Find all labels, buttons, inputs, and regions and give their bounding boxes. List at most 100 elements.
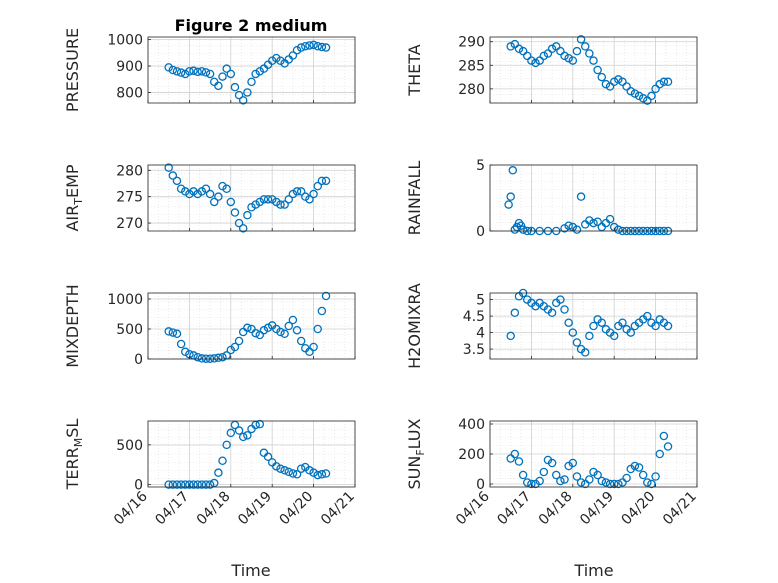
data-point xyxy=(589,321,598,331)
data-point xyxy=(589,218,598,228)
data-point xyxy=(313,324,322,334)
data-point xyxy=(560,475,569,484)
axes-box xyxy=(489,36,698,104)
data-point xyxy=(238,224,248,233)
data-point xyxy=(634,91,644,101)
data-point xyxy=(597,222,607,232)
data-point xyxy=(510,449,520,459)
data-point xyxy=(272,462,281,471)
data-point xyxy=(234,336,244,346)
data-point xyxy=(243,210,252,220)
subplot-2: 280 285 290 THETA xyxy=(405,35,698,105)
data-point xyxy=(238,432,248,442)
data-point xyxy=(276,327,285,337)
y-tick-label: 200 xyxy=(458,447,485,463)
data-point xyxy=(284,321,294,331)
data-point xyxy=(556,46,565,56)
series-points xyxy=(164,40,331,105)
series-points xyxy=(504,166,673,236)
data-point xyxy=(643,311,652,321)
axes-box xyxy=(147,420,356,488)
data-point xyxy=(597,72,607,82)
data-point xyxy=(292,187,302,196)
data-point xyxy=(284,195,294,204)
data-point xyxy=(296,464,306,473)
data-point xyxy=(317,42,327,52)
data-point xyxy=(222,440,231,450)
data-point xyxy=(593,217,602,227)
y-tick-label: 1000 xyxy=(107,292,143,308)
y-tick-label: 500 xyxy=(116,438,143,454)
x-tick-label: 04/20 xyxy=(277,489,317,529)
data-point xyxy=(568,458,578,468)
data-point xyxy=(305,466,314,475)
data-point xyxy=(276,200,285,209)
data-point xyxy=(601,218,611,228)
data-point xyxy=(263,195,273,204)
data-point xyxy=(609,77,619,87)
data-point xyxy=(255,330,265,340)
data-point xyxy=(543,49,553,58)
data-point xyxy=(243,323,252,333)
data-point xyxy=(614,75,623,84)
data-point xyxy=(576,192,586,201)
data-point xyxy=(214,353,223,363)
data-point xyxy=(230,82,240,92)
data-point xyxy=(626,328,636,337)
data-point xyxy=(288,51,298,60)
data-point xyxy=(556,295,565,304)
data-point xyxy=(535,476,544,486)
data-point xyxy=(551,470,561,480)
data-point xyxy=(284,55,294,64)
x-axis-label-left: Time xyxy=(230,561,270,580)
data-point xyxy=(197,480,207,489)
data-point xyxy=(292,325,302,335)
data-point xyxy=(518,225,528,234)
data-point xyxy=(305,347,314,357)
data-point xyxy=(663,442,673,451)
data-point xyxy=(313,181,322,191)
data-point xyxy=(296,187,306,196)
data-point xyxy=(284,467,294,477)
data-point xyxy=(218,456,227,466)
data-point xyxy=(630,461,640,471)
y-axis-label: AIRTEMP xyxy=(63,164,85,231)
data-point xyxy=(580,220,590,229)
data-point xyxy=(510,39,520,49)
data-point xyxy=(597,476,607,486)
axes-box xyxy=(147,292,356,360)
data-point xyxy=(506,42,515,51)
data-point xyxy=(506,454,515,463)
y-tick-label: 275 xyxy=(116,190,143,206)
x-tick-label: 04/21 xyxy=(318,489,358,529)
data-point xyxy=(514,457,524,466)
data-point xyxy=(589,56,598,65)
data-point xyxy=(527,479,536,489)
y-tick-label: 5 xyxy=(476,293,485,309)
x-tick-label: 04/17 xyxy=(152,489,192,529)
data-point xyxy=(276,464,285,473)
data-point xyxy=(605,214,615,224)
data-point xyxy=(222,184,231,194)
data-point xyxy=(572,46,582,56)
figure-title: Figure 2 medium xyxy=(175,16,328,35)
data-point xyxy=(185,480,194,489)
data-point xyxy=(580,42,590,51)
data-point xyxy=(638,94,648,103)
data-point xyxy=(263,323,273,333)
data-point xyxy=(551,42,561,51)
data-point xyxy=(626,86,636,96)
x-tick-label: 04/16 xyxy=(111,488,151,528)
data-point xyxy=(321,176,331,186)
series-points xyxy=(164,163,331,233)
data-point xyxy=(508,166,518,175)
y-tick-label: 290 xyxy=(458,35,485,51)
data-point xyxy=(309,342,318,352)
y-tick-label: 0 xyxy=(134,478,143,494)
data-point xyxy=(317,176,327,186)
data-point xyxy=(564,221,573,230)
x-tick-label: 04/20 xyxy=(619,489,659,529)
data-point xyxy=(585,475,594,484)
data-point xyxy=(564,53,573,63)
series-points xyxy=(506,35,673,105)
